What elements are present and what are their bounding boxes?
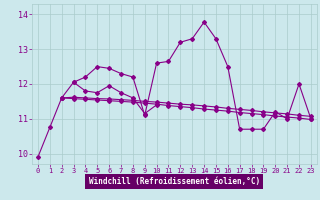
X-axis label: Windchill (Refroidissement éolien,°C): Windchill (Refroidissement éolien,°C) [89,177,260,186]
